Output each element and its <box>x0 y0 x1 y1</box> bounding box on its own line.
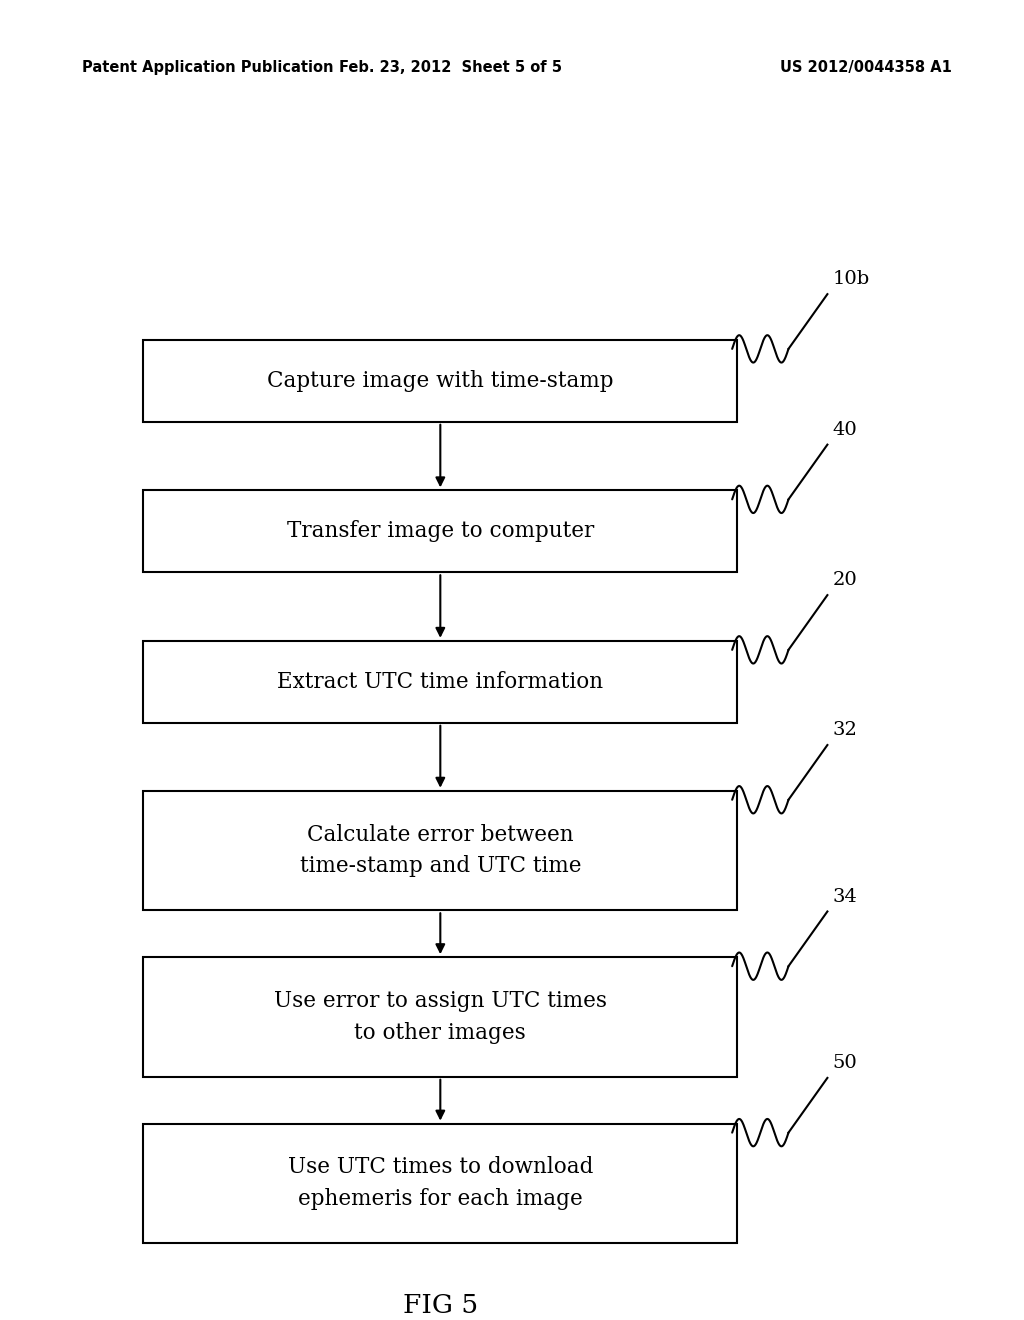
Text: 34: 34 <box>833 888 857 906</box>
Text: Patent Application Publication: Patent Application Publication <box>82 59 334 75</box>
Text: Capture image with time-stamp: Capture image with time-stamp <box>267 370 613 392</box>
Text: FIG 5: FIG 5 <box>402 1294 478 1319</box>
Text: Feb. 23, 2012  Sheet 5 of 5: Feb. 23, 2012 Sheet 5 of 5 <box>339 59 562 75</box>
Text: 32: 32 <box>833 721 857 739</box>
Text: Use error to assign UTC times: Use error to assign UTC times <box>273 990 607 1012</box>
FancyBboxPatch shape <box>143 640 737 723</box>
Text: US 2012/0044358 A1: US 2012/0044358 A1 <box>780 59 952 75</box>
FancyBboxPatch shape <box>143 1123 737 1243</box>
Text: time-stamp and UTC time: time-stamp and UTC time <box>300 855 581 878</box>
Text: to other images: to other images <box>354 1022 526 1044</box>
Text: 10b: 10b <box>833 271 869 289</box>
Text: Calculate error between: Calculate error between <box>307 824 573 846</box>
Text: 50: 50 <box>833 1055 857 1072</box>
FancyBboxPatch shape <box>143 957 737 1077</box>
FancyBboxPatch shape <box>143 339 737 422</box>
FancyBboxPatch shape <box>143 490 737 573</box>
Text: 20: 20 <box>833 572 857 590</box>
Text: Use UTC times to download: Use UTC times to download <box>288 1156 593 1179</box>
FancyBboxPatch shape <box>143 791 737 911</box>
Text: Transfer image to computer: Transfer image to computer <box>287 520 594 543</box>
Text: Extract UTC time information: Extract UTC time information <box>278 671 603 693</box>
Text: ephemeris for each image: ephemeris for each image <box>298 1188 583 1210</box>
Text: 40: 40 <box>833 421 857 440</box>
